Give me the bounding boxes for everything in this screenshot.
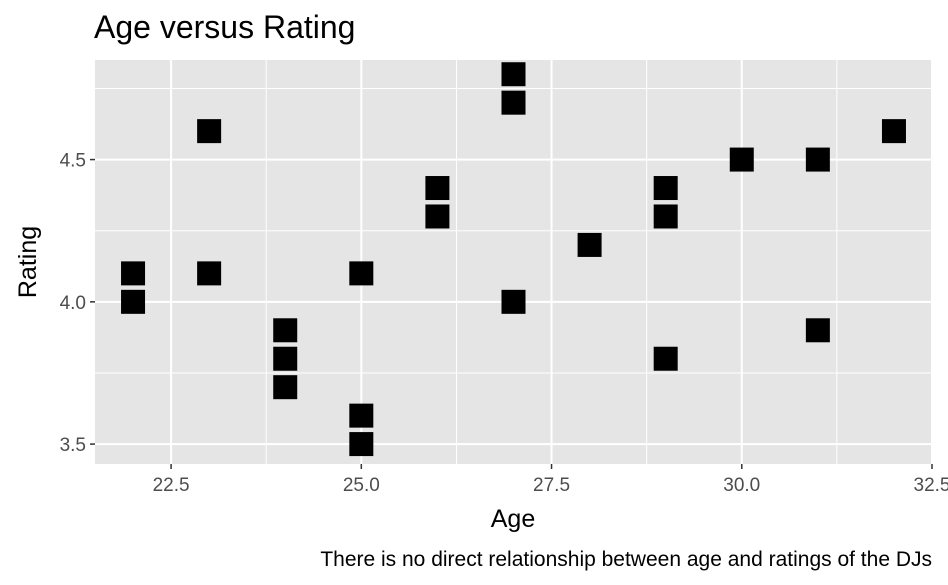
scatter-point [273, 375, 298, 400]
x-tick-label: 25.0 [343, 475, 380, 496]
scatter-point [653, 176, 678, 201]
x-tick-label: 30.0 [723, 475, 760, 496]
y-axis-title: Rating [14, 226, 42, 298]
x-tick-label: 22.5 [153, 475, 190, 496]
scatter-point [881, 119, 906, 144]
scatter-point [425, 204, 450, 229]
scatter-point [729, 147, 754, 172]
scatter-point [349, 432, 374, 457]
y-tick-label: 4.0 [60, 293, 86, 314]
x-tick-label: 27.5 [533, 475, 570, 496]
scatter-point [501, 289, 526, 314]
scatter-point [805, 318, 830, 343]
scatter-point [121, 289, 146, 314]
x-tick-label: 32.5 [914, 475, 948, 496]
data-points [121, 62, 906, 457]
scatter-point [653, 346, 678, 371]
scatter-point [273, 346, 298, 371]
chart-caption: There is no direct relationship between … [320, 548, 932, 571]
scatter-point [805, 147, 830, 172]
scatter-point [349, 261, 374, 286]
x-axis-ticks: 22.5 25.0 27.5 30.0 32.5 [153, 464, 948, 496]
scatter-point [577, 232, 602, 257]
scatter-point [501, 62, 526, 87]
scatter-point [121, 261, 146, 286]
chart-title: Age versus Rating [94, 9, 355, 45]
scatter-point [501, 90, 526, 115]
scatter-point [273, 318, 298, 343]
x-axis-title: Age [491, 505, 535, 533]
scatter-point [349, 403, 374, 428]
scatter-point [425, 176, 450, 201]
plot-panel [95, 60, 932, 464]
scatter-point [197, 261, 222, 286]
scatter-point [197, 119, 222, 144]
y-axis-ticks: 3.5 4.0 4.5 [60, 151, 95, 456]
scatter-point [653, 204, 678, 229]
y-tick-label: 4.5 [60, 151, 86, 172]
y-tick-label: 3.5 [60, 435, 86, 456]
